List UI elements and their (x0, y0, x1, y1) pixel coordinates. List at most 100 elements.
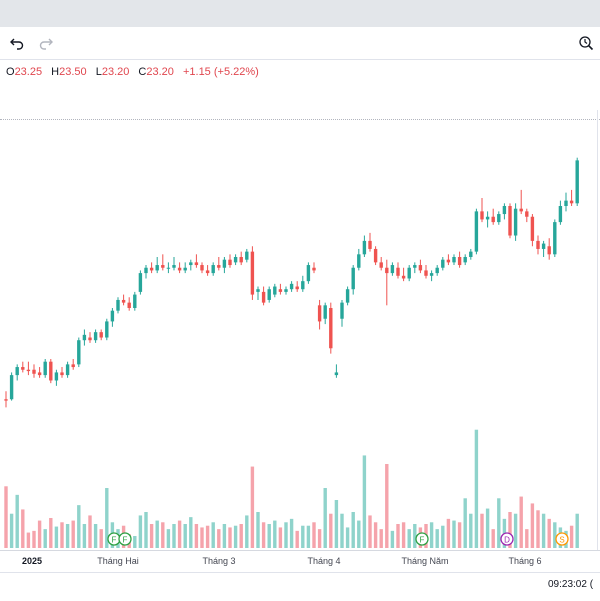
volume-bar (88, 515, 92, 548)
volume-bar (485, 508, 490, 548)
volume-bar (273, 520, 277, 548)
volume-bar (161, 522, 165, 548)
volume-bar (26, 532, 31, 548)
volume-bar (519, 496, 523, 548)
volume-bar (71, 520, 75, 548)
volume-bar (155, 520, 159, 548)
candle-body (88, 337, 92, 341)
candle-body (295, 286, 299, 290)
candle-body (93, 332, 98, 341)
candle-body (401, 275, 406, 279)
candle-body (200, 265, 204, 271)
volume-bar (323, 488, 327, 548)
volume-bar (351, 512, 355, 548)
volume-bar (401, 522, 406, 548)
candle-body (323, 305, 327, 319)
candle-body (385, 267, 389, 274)
event-marker[interactable] (555, 532, 569, 546)
candle-body (110, 310, 115, 322)
clock-search-icon[interactable] (576, 33, 596, 53)
candle-body (32, 369, 36, 374)
candle-body (345, 289, 350, 303)
high-label: H (51, 66, 60, 78)
volume-bar (536, 510, 540, 548)
volume-bar (138, 515, 143, 548)
event-marker-label: F (420, 536, 425, 545)
candle-body (525, 211, 529, 217)
candle-body (144, 267, 148, 274)
redo-icon[interactable] (36, 33, 56, 53)
candle-body (133, 294, 137, 308)
candle-body (435, 267, 439, 274)
candle-body (491, 216, 495, 223)
candle-body (222, 259, 227, 268)
price-dotted-line (0, 119, 600, 120)
volume-bar (166, 529, 171, 548)
change-value: +1.15 (+5.22%) (182, 66, 259, 78)
volume-bar (334, 500, 339, 548)
time-tick: Tháng Hai (97, 556, 139, 566)
chart-toolbar (0, 27, 600, 60)
volume-bar (233, 525, 238, 548)
candle-body (558, 206, 563, 223)
candle-body (564, 200, 568, 206)
volume-bar (222, 524, 227, 548)
volume-bar (295, 530, 299, 548)
candle-body (441, 259, 445, 268)
volume-bar (228, 527, 232, 548)
candle-body (463, 257, 467, 263)
volume-bar (217, 529, 221, 548)
volume-bar (396, 524, 400, 548)
volume-bar (385, 464, 389, 548)
volume-bar (245, 515, 249, 548)
time-axis[interactable]: 2025 Tháng Hai Tháng 3 Tháng 4 Tháng Năm… (0, 550, 600, 573)
candle-body (161, 265, 165, 268)
volume-bar (575, 513, 579, 548)
time-tick: Tháng 4 (307, 556, 341, 566)
candle-body (149, 267, 154, 271)
volume-bar (474, 429, 479, 548)
candle-body (82, 334, 87, 341)
volume-bar (306, 525, 311, 548)
volume-bar (9, 513, 14, 548)
event-marker[interactable] (500, 532, 514, 546)
candle-body (172, 265, 176, 268)
candle-body (26, 369, 31, 372)
candle-body (513, 208, 518, 236)
volume-bar (547, 518, 551, 548)
candle-body (127, 302, 131, 308)
volume-bar (43, 529, 47, 548)
volume-bar (189, 517, 193, 548)
candle-body (54, 372, 59, 381)
volume-bar (357, 520, 361, 548)
volume-bar (278, 527, 283, 548)
event-marker[interactable] (415, 532, 429, 546)
candle-body (9, 375, 14, 400)
candle-body (166, 267, 171, 269)
candle-body (121, 299, 126, 303)
candle-body (71, 364, 75, 368)
candle-body (469, 251, 473, 257)
volume-bar (144, 512, 148, 548)
candle-body (553, 222, 557, 255)
volume-bar (37, 520, 42, 548)
volume-bar (390, 530, 395, 548)
volume-bar (105, 488, 109, 548)
time-tick: Tháng 6 (508, 556, 542, 566)
volume-bar (480, 513, 484, 548)
candle-body (205, 270, 210, 274)
candle-body (480, 211, 484, 220)
volume-bar (452, 520, 456, 548)
candle-body (502, 206, 507, 215)
candle-body (357, 254, 361, 268)
candle-body (306, 265, 311, 282)
candle-body (183, 267, 187, 271)
volume-bar (368, 515, 372, 548)
candle-body (245, 251, 249, 260)
volume-bar (429, 522, 434, 548)
event-marker-label: S (559, 536, 564, 545)
undo-icon[interactable] (7, 33, 27, 53)
event-marker[interactable] (118, 532, 132, 546)
volume-bar (457, 522, 462, 548)
